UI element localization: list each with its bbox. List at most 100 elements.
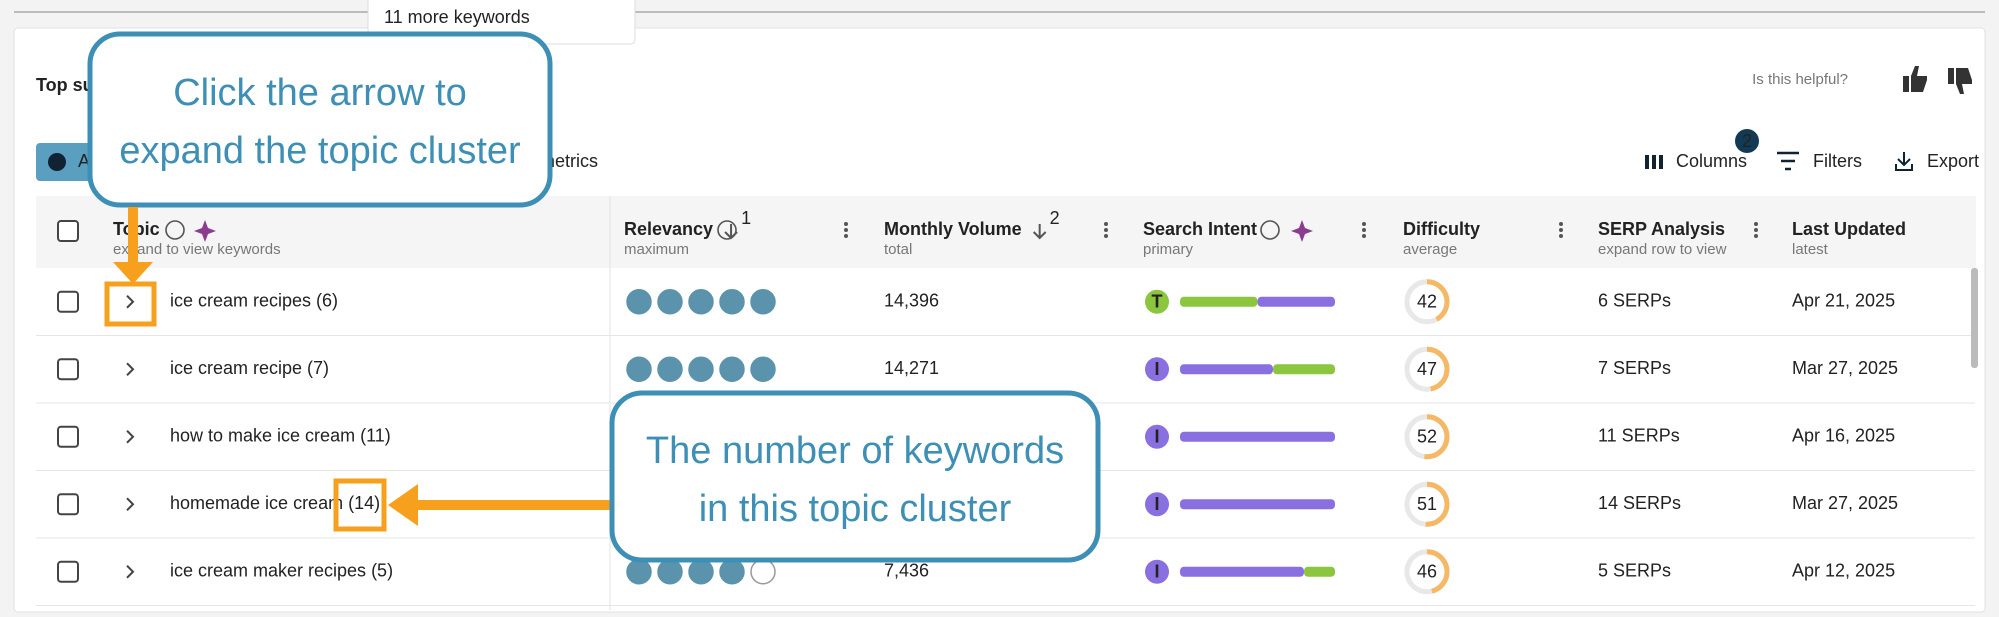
menu-dot[interactable] bbox=[1754, 222, 1758, 226]
monthly-volume: 7,436 bbox=[884, 561, 929, 581]
menu-dot[interactable] bbox=[844, 228, 848, 232]
column-header: Monthly Volume bbox=[884, 219, 1022, 239]
menu-dot[interactable] bbox=[844, 234, 848, 238]
menu-dot[interactable] bbox=[1104, 228, 1108, 232]
header-bg bbox=[36, 196, 1976, 268]
menu-dot[interactable] bbox=[1362, 234, 1366, 238]
callout-text: expand the topic cluster bbox=[119, 130, 521, 172]
relevancy-dot bbox=[688, 559, 714, 585]
difficulty-value: 46 bbox=[1417, 562, 1437, 582]
menu-dot[interactable] bbox=[1104, 234, 1108, 238]
export-button: Export bbox=[1927, 151, 1979, 171]
intent-segment bbox=[1257, 296, 1335, 307]
checkbox[interactable] bbox=[57, 358, 79, 381]
keyword-count: (7) bbox=[307, 358, 329, 378]
monthly-volume: 14,271 bbox=[884, 358, 939, 378]
keyword-count: (6) bbox=[316, 291, 338, 311]
checkbox[interactable] bbox=[57, 493, 79, 516]
last-updated: Apr 16, 2025 bbox=[1792, 426, 1895, 446]
feedback-label: Is this helpful? bbox=[1752, 71, 1848, 88]
intent-letter: I bbox=[1154, 359, 1159, 379]
callout-box bbox=[609, 390, 1101, 563]
callout-text: Click the arrow to bbox=[173, 72, 467, 114]
column-subheader: maximum bbox=[624, 241, 689, 258]
menu-dot[interactable] bbox=[1559, 228, 1563, 232]
serp-count: 6 SERPs bbox=[1598, 291, 1671, 311]
menu-dot[interactable] bbox=[1754, 228, 1758, 232]
thumb-up[interactable] bbox=[1903, 66, 1927, 92]
keyword-count: (5) bbox=[371, 561, 393, 581]
export-icon bbox=[1895, 152, 1913, 171]
checkbox[interactable] bbox=[57, 425, 79, 448]
difficulty-value: 42 bbox=[1417, 292, 1437, 312]
difficulty-value: 47 bbox=[1417, 359, 1437, 379]
expand-chevron[interactable] bbox=[126, 362, 135, 376]
checkbox[interactable] bbox=[57, 220, 79, 242]
expand-chevron[interactable] bbox=[126, 295, 135, 309]
serp-count: 7 SERPs bbox=[1598, 358, 1671, 378]
relevancy-dot bbox=[657, 559, 683, 585]
menu-dot[interactable] bbox=[1559, 234, 1563, 238]
intent-icon bbox=[1145, 289, 1169, 314]
intent-letter: I bbox=[1154, 427, 1159, 447]
relevancy-dots bbox=[626, 289, 776, 315]
columns-badge bbox=[1735, 129, 1759, 153]
thumb-down[interactable] bbox=[1948, 68, 1972, 94]
highlight-box bbox=[104, 281, 157, 327]
info-icon bbox=[717, 220, 737, 240]
column-header: SERP Analysis bbox=[1598, 219, 1725, 239]
difficulty-value: 52 bbox=[1417, 427, 1437, 447]
expand-chevron[interactable] bbox=[126, 430, 135, 444]
column-subheader: latest bbox=[1792, 241, 1829, 258]
relevancy-dot bbox=[688, 356, 714, 382]
ai-sparkle bbox=[1291, 220, 1313, 242]
columns-badge-count: 2 bbox=[1742, 131, 1752, 151]
intent-segment bbox=[1273, 364, 1335, 375]
difficulty-arc bbox=[1404, 481, 1450, 527]
relevancy-dot bbox=[626, 289, 652, 315]
relevancy-dot bbox=[719, 289, 745, 315]
intent-letter: T bbox=[1152, 292, 1163, 312]
sort-order: 2 bbox=[1050, 208, 1060, 228]
last-updated: Mar 27, 2025 bbox=[1792, 493, 1898, 513]
columns-icon bbox=[1645, 155, 1663, 169]
menu-dot[interactable] bbox=[1754, 234, 1758, 238]
serp-count: 14 SERPs bbox=[1598, 493, 1681, 513]
relevancy-dot bbox=[626, 559, 652, 585]
menu-dot[interactable] bbox=[1362, 222, 1366, 226]
topic-name: ice cream maker recipes bbox=[170, 561, 366, 581]
checkbox[interactable] bbox=[57, 560, 79, 583]
topic-name: how to make ice cream bbox=[170, 426, 355, 446]
last-updated: Apr 21, 2025 bbox=[1792, 291, 1895, 311]
column-subheader: expand to view keywords bbox=[113, 241, 281, 258]
sort-arrow bbox=[1032, 224, 1047, 240]
toolbar-left: A bbox=[78, 151, 90, 171]
callout-text: in this topic cluster bbox=[699, 488, 1012, 530]
relevancy-dot bbox=[626, 356, 652, 382]
menu-dot[interactable] bbox=[844, 222, 848, 226]
highlight-box bbox=[333, 478, 387, 532]
ai-sparkle bbox=[194, 220, 216, 242]
checkbox[interactable] bbox=[57, 290, 79, 313]
menu-dot[interactable] bbox=[1362, 228, 1366, 232]
relevancy-dot bbox=[750, 356, 776, 382]
menu-dot[interactable] bbox=[1559, 222, 1563, 226]
difficulty-value: 51 bbox=[1417, 494, 1437, 514]
intent-icon bbox=[1145, 492, 1169, 517]
relevancy-dot bbox=[688, 289, 714, 315]
expand-chevron[interactable] bbox=[126, 497, 135, 511]
menu-dot[interactable] bbox=[1104, 222, 1108, 226]
column-subheader: expand row to view bbox=[1598, 241, 1727, 258]
intent-segment bbox=[1180, 431, 1335, 442]
intent-letter: I bbox=[1154, 494, 1159, 514]
intent-segment bbox=[1180, 499, 1335, 510]
relevancy-dot bbox=[657, 289, 683, 315]
monthly-volume: 14,396 bbox=[884, 291, 939, 311]
expand-chevron[interactable] bbox=[126, 565, 135, 579]
intent-segment bbox=[1180, 296, 1258, 307]
sort-order: 1 bbox=[741, 208, 751, 228]
intent-segment bbox=[1180, 364, 1273, 375]
relevancy-dot bbox=[657, 356, 683, 382]
info-icon bbox=[165, 220, 185, 240]
